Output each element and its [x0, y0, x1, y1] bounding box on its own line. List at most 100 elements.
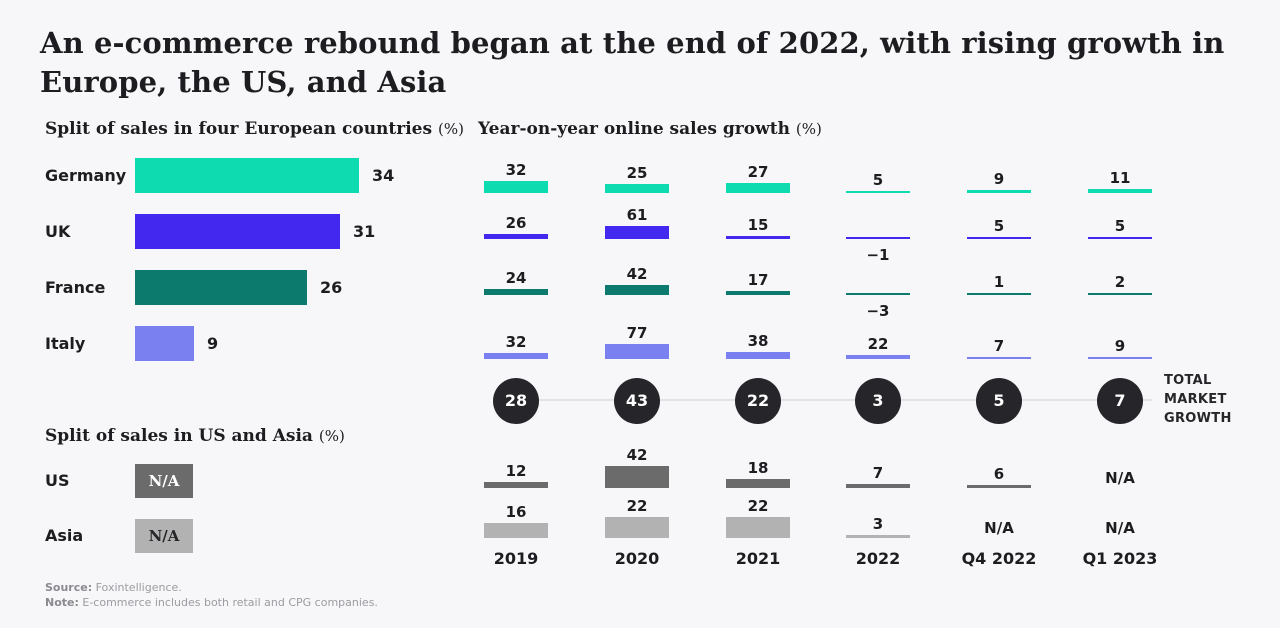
- bar-italy-q1-2023: [1088, 357, 1152, 359]
- yoy-growth-heading-unit: (%): [795, 120, 822, 138]
- column-label-2020: 2020: [614, 549, 660, 568]
- europe-split-heading: Split of sales in four European countrie…: [45, 119, 464, 139]
- bar-france-2019: [484, 289, 548, 295]
- bar-france-2020: [605, 285, 669, 295]
- bar-uk-2022: [846, 237, 910, 239]
- bar-france-2021: [726, 291, 790, 295]
- na-box-asia: N/A: [135, 519, 193, 553]
- na-label-asia-q4-2022: N/A: [984, 519, 1014, 537]
- europe-split-heading-text: Split of sales in four European countrie…: [45, 119, 433, 139]
- bar-uk-q1-2023: [1088, 237, 1152, 239]
- value-us-2022: 7: [872, 464, 884, 482]
- bar-germany-2021: [726, 183, 790, 193]
- us-asia-split-heading-text: Split of sales in US and Asia: [45, 426, 313, 446]
- value-france-2020: 42: [626, 265, 648, 283]
- bar-asia-2020: [605, 517, 669, 538]
- bar-label-germany: Germany: [45, 166, 127, 185]
- bar-value-france: 26: [320, 278, 343, 297]
- bar-germany-2020: [605, 184, 669, 193]
- bar-italy-2020: [605, 344, 669, 359]
- na-box-us: N/A: [135, 464, 193, 498]
- value-italy-q4-2022: 7: [993, 337, 1005, 355]
- bar-us-2019: [484, 482, 548, 488]
- bar-uk-2021: [726, 236, 790, 239]
- value-uk-2021: 15: [747, 216, 769, 234]
- value-france-q1-2023: 2: [1114, 273, 1126, 291]
- bar-value-germany: 34: [372, 166, 395, 185]
- row-label-us: US: [45, 471, 70, 490]
- value-france-2021: 17: [747, 271, 769, 289]
- column-label-2021: 2021: [735, 549, 781, 568]
- bar-france-q1-2023: [1088, 293, 1152, 295]
- footer-note-label: Note:: [45, 596, 79, 609]
- bar-france-2022: [846, 293, 910, 295]
- us-asia-split-heading: Split of sales in US and Asia (%): [45, 426, 345, 446]
- footer-note: Source: Foxintelligence. Note: E-commerc…: [45, 580, 378, 610]
- bar-us-2022: [846, 484, 910, 488]
- value-germany-2022: 5: [872, 171, 884, 189]
- value-uk-2020: 61: [626, 206, 648, 224]
- total-circle-2021: 22: [735, 378, 781, 424]
- bar-italy-2021: [726, 352, 790, 359]
- value-italy-2019: 32: [505, 333, 527, 351]
- footer-source-text: Foxintelligence.: [92, 581, 182, 594]
- value-italy-2020: 77: [626, 324, 648, 342]
- value-asia-2020: 22: [626, 497, 648, 515]
- value-germany-q4-2022: 9: [993, 170, 1005, 188]
- total-circle-2020: 43: [614, 378, 660, 424]
- column-label-2019: 2019: [493, 549, 539, 568]
- bar-label-uk: UK: [45, 222, 71, 241]
- bar-us-2020: [605, 466, 669, 488]
- footer-source-line: Source: Foxintelligence.: [45, 580, 378, 595]
- bar-germany-2019: [484, 181, 548, 193]
- column-label-q4-2022: Q4 2022: [961, 549, 1037, 568]
- bar-france: [135, 270, 307, 305]
- value-germany-2019: 32: [505, 161, 527, 179]
- yoy-growth-heading-text: Year-on-year online sales growth: [478, 119, 790, 139]
- value-italy-q1-2023: 9: [1114, 337, 1126, 355]
- bar-germany-q1-2023: [1088, 189, 1152, 193]
- value-germany-q1-2023: 11: [1109, 169, 1131, 187]
- value-asia-2021: 22: [747, 497, 769, 515]
- value-asia-2022: 3: [872, 515, 884, 533]
- na-label-us-q1-2023: N/A: [1105, 469, 1135, 487]
- page-title-line-1: An e-commerce rebound began at the end o…: [40, 26, 1225, 60]
- bar-germany-q4-2022: [967, 190, 1031, 193]
- bar-uk-q4-2022: [967, 237, 1031, 239]
- column-label-q1-2023: Q1 2023: [1082, 549, 1158, 568]
- bar-italy: [135, 326, 194, 361]
- page-title: An e-commerce rebound began at the end o…: [40, 24, 1224, 102]
- bar-uk-2019: [484, 234, 548, 239]
- europe-split-heading-unit: (%): [438, 120, 464, 138]
- na-label-asia-q1-2023: N/A: [1105, 519, 1135, 537]
- bar-label-italy: Italy: [45, 334, 86, 353]
- value-uk-2022: −1: [866, 246, 890, 264]
- value-us-2019: 12: [505, 462, 527, 480]
- total-market-growth-label: TOTAL MARKET GROWTH: [1164, 373, 1232, 426]
- bar-italy-q4-2022: [967, 357, 1031, 359]
- value-france-2019: 24: [505, 269, 527, 287]
- bar-germany-2022: [846, 191, 910, 193]
- total-circle-2022: 3: [855, 378, 901, 424]
- bar-italy-2022: [846, 355, 910, 359]
- footer-note-line: Note: E-commerce includes both retail an…: [45, 595, 378, 610]
- footer-source-label: Source:: [45, 581, 93, 594]
- value-uk-q1-2023: 5: [1114, 217, 1126, 235]
- bar-us-q4-2022: [967, 485, 1031, 488]
- value-germany-2020: 25: [626, 164, 648, 182]
- total-circle-q1-2023: 7: [1097, 378, 1143, 424]
- page-title-line-2: Europe, the US, and Asia: [40, 65, 447, 99]
- value-italy-2022: 22: [867, 335, 889, 353]
- total-circle-q4-2022: 5: [976, 378, 1022, 424]
- value-uk-q4-2022: 5: [993, 217, 1005, 235]
- bar-us-2021: [726, 479, 790, 488]
- bar-asia-2019: [484, 523, 548, 538]
- column-label-2022: 2022: [855, 549, 901, 568]
- bar-uk: [135, 214, 340, 249]
- bar-italy-2019: [484, 353, 548, 359]
- bar-germany: [135, 158, 359, 193]
- bar-uk-2020: [605, 226, 669, 239]
- total-connector-line: [516, 399, 1152, 401]
- value-us-2020: 42: [626, 446, 648, 464]
- bar-label-france: France: [45, 278, 106, 297]
